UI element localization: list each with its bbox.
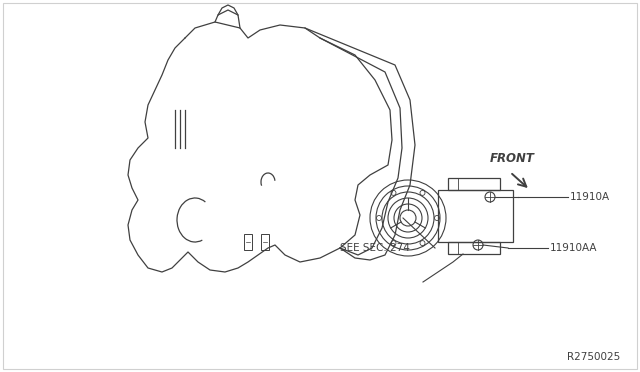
Text: R2750025: R2750025 [567,352,620,362]
Text: 11910A: 11910A [570,192,610,202]
Bar [448,178,500,190]
Text: SEE SEC. 274: SEE SEC. 274 [340,243,410,253]
Text: FRONT: FRONT [490,152,535,165]
Bar [448,242,500,254]
Bar [438,190,513,242]
Text: 11910AA: 11910AA [550,243,598,253]
Bar [261,234,269,250]
Bar [244,234,252,250]
